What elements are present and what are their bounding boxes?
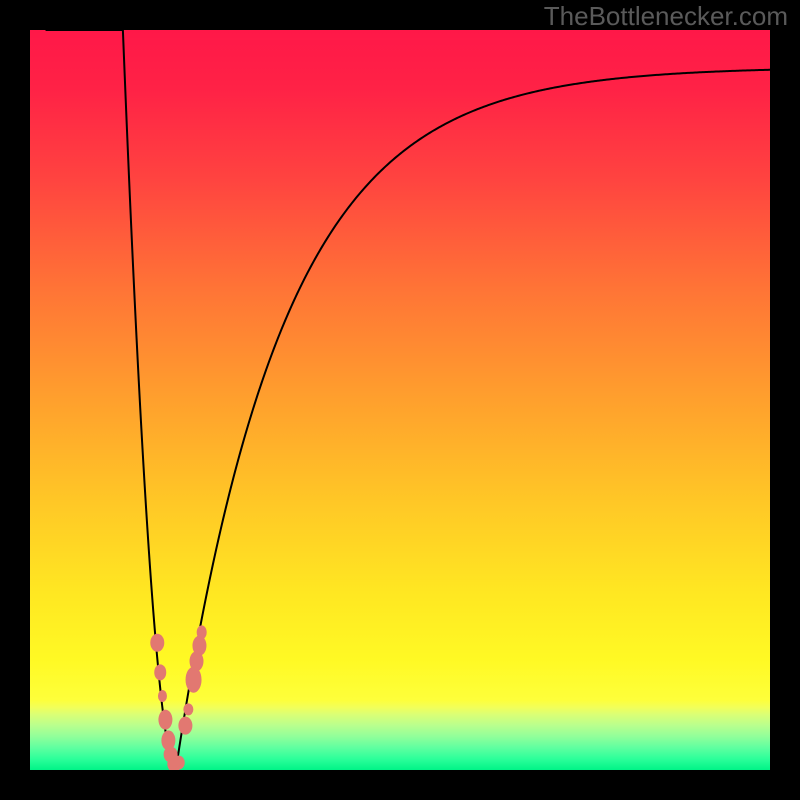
- data-marker: [186, 667, 202, 693]
- bottleneck-chart-svg: TheBottlenecker.com: [0, 0, 800, 800]
- data-marker: [154, 664, 166, 680]
- attribution-text: TheBottlenecker.com: [544, 1, 788, 31]
- data-marker: [192, 636, 206, 656]
- data-marker: [158, 690, 167, 702]
- data-marker: [150, 634, 164, 652]
- plot-background: [30, 30, 770, 770]
- data-marker: [183, 703, 193, 715]
- data-marker: [178, 717, 192, 735]
- data-marker: [173, 756, 185, 770]
- chart-root: TheBottlenecker.com: [0, 0, 800, 800]
- data-marker: [197, 625, 207, 639]
- data-marker: [158, 710, 172, 730]
